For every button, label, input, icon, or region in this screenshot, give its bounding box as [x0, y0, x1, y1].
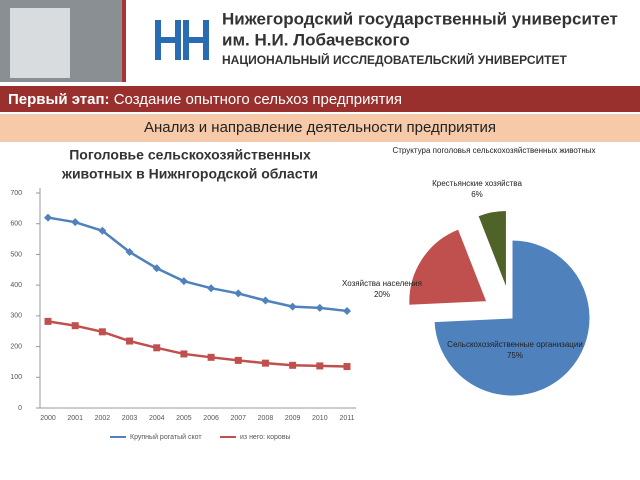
marker	[98, 226, 107, 235]
university-status: НАЦИОНАЛЬНЫЙ ИССЛЕДОВАТЕЛЬСКИЙ УНИВЕРСИТ…	[222, 52, 567, 67]
slice-category: Хозяйства населения	[342, 279, 422, 288]
marker	[316, 362, 324, 370]
marker	[153, 344, 161, 352]
marker	[179, 277, 188, 286]
marker	[125, 247, 134, 256]
marker	[207, 284, 216, 293]
marker	[152, 264, 161, 273]
pie-slice	[408, 228, 488, 306]
marker	[234, 356, 242, 364]
chart-title: Поголовье сельскохозяйственных	[69, 147, 311, 163]
x-tick-label: 2007	[230, 415, 246, 422]
marker	[126, 337, 134, 345]
y-tick-label: 100	[10, 374, 22, 381]
photo-building	[10, 8, 70, 78]
marker	[180, 350, 188, 358]
marker	[261, 359, 269, 367]
x-tick-label: 2005	[176, 415, 192, 422]
stage-label: Первый этап:	[8, 91, 110, 108]
marker	[44, 317, 52, 325]
series-line	[47, 216, 348, 313]
y-tick-label: 500	[10, 251, 22, 258]
logo	[155, 20, 209, 60]
x-tick-label: 2011	[339, 415, 354, 422]
legend-label: Крупный рогатый скот	[130, 433, 202, 441]
slice-value: 75%	[507, 351, 523, 360]
chart-title: Структура поголовья сельскохозяйственных…	[392, 146, 595, 155]
marker	[288, 302, 297, 311]
y-tick-label: 300	[10, 313, 22, 320]
y-tick-label: 700	[10, 190, 22, 197]
x-tick-label: 2009	[285, 415, 301, 422]
slice-category: Сельскохозяйственные организации	[447, 340, 583, 349]
pie-slice	[477, 210, 507, 289]
x-tick-label: 2002	[95, 415, 111, 422]
chart-title: животных в Нижнгородской области	[61, 166, 318, 182]
subtitle: Анализ и направление деятельности предпр…	[144, 119, 496, 136]
stage-text: Создание опытного сельхоз предприятия	[110, 91, 402, 108]
marker	[315, 303, 324, 312]
stage-title: Первый этап: Создание опытного сельхоз п…	[8, 91, 402, 108]
university-name: им. Н.И. Лобачевского	[222, 30, 410, 49]
x-tick-label: 2003	[122, 415, 138, 422]
x-tick-label: 2004	[149, 415, 165, 422]
y-tick-label: 400	[10, 282, 22, 289]
pie-slice	[433, 239, 591, 397]
slice-label: Хозяйства населения 20%	[342, 279, 422, 299]
marker	[343, 306, 351, 315]
slice-value: 6%	[471, 190, 483, 199]
marker	[343, 363, 351, 371]
marker	[98, 328, 106, 336]
divider	[122, 0, 126, 82]
slice-label: Сельскохозяйственные организации 75%	[447, 340, 583, 360]
legend-label: из него: коровы	[240, 434, 291, 441]
series-line	[47, 320, 348, 368]
y-tick-label: 0	[18, 405, 22, 412]
x-tick-label: 2008	[258, 415, 274, 422]
y-tick-label: 200	[10, 343, 22, 350]
marker	[234, 289, 243, 298]
subtitle-bar	[0, 114, 640, 142]
slice-label: Крестьянские хозяйства 6%	[432, 179, 522, 199]
slice-value: 20%	[374, 290, 390, 299]
x-tick-label: 2001	[67, 415, 83, 422]
y-tick-label: 600	[10, 221, 22, 228]
marker	[71, 322, 79, 330]
slice-category: Крестьянские хозяйства	[432, 179, 522, 188]
university-name: Нижегородский государственный университе…	[222, 9, 618, 28]
marker	[289, 361, 297, 369]
marker	[261, 296, 270, 305]
marker	[207, 353, 215, 361]
stage-bar	[0, 86, 640, 112]
marker	[71, 218, 80, 227]
marker	[44, 213, 52, 222]
x-tick-label: 2010	[312, 415, 328, 422]
x-tick-label: 2000	[40, 415, 56, 422]
x-tick-label: 2006	[203, 415, 219, 422]
